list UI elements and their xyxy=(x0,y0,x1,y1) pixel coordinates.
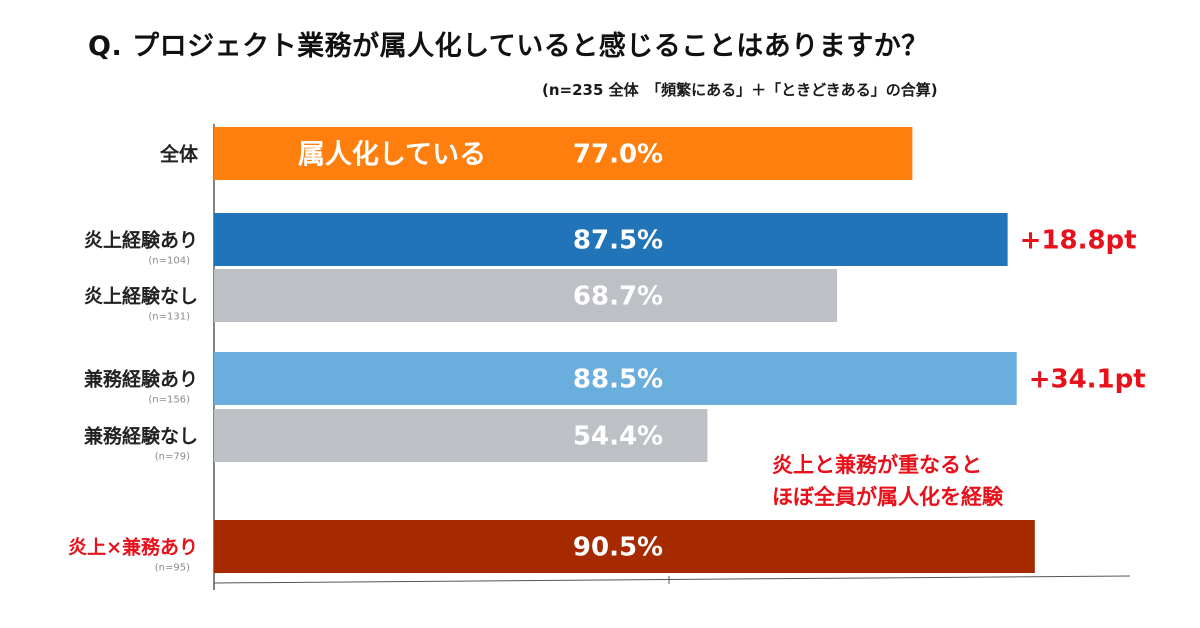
bar xyxy=(214,409,708,462)
category-label: 全体 xyxy=(159,143,199,166)
annotation-text: 炎上と兼務が重なると xyxy=(772,453,982,477)
sample-size-label: (n=95) xyxy=(155,563,190,574)
category-label: 炎上経験あり xyxy=(84,229,198,252)
sample-size-label: (n=156) xyxy=(148,395,190,406)
chart-title: Q. プロジェクト業務が属人化していると感じることはありますか？ xyxy=(88,31,929,62)
value-label: 68.7% xyxy=(573,282,663,312)
chart-subtitle: (n=235 全体 「頻繁にある」＋「ときどきある」の合算) xyxy=(542,81,938,99)
category-label: 炎上経験なし xyxy=(84,285,198,308)
annotation-text: ほぼ全員が属人化を経験 xyxy=(772,485,1004,509)
category-label: 炎上×兼務あり xyxy=(68,536,198,559)
bar xyxy=(214,213,1008,266)
bar xyxy=(214,127,913,180)
x-axis-line xyxy=(213,575,1131,584)
bar xyxy=(214,520,1035,573)
value-label: 90.5% xyxy=(573,533,663,563)
category-label: 兼務経験なし xyxy=(84,425,198,448)
value-label: 87.5% xyxy=(573,226,663,256)
bar xyxy=(214,352,1017,405)
sample-size-label: (n=104) xyxy=(148,256,190,267)
category-label: 兼務経験あり xyxy=(84,368,198,391)
bar xyxy=(214,269,838,322)
value-label: 77.0% xyxy=(573,140,663,170)
value-label: 88.5% xyxy=(573,365,663,395)
sample-size-label: (n=79) xyxy=(155,452,190,463)
in-bar-label: 属人化している xyxy=(298,140,486,171)
value-label: 54.4% xyxy=(573,422,663,452)
difference-label: +18.8pt xyxy=(1020,226,1137,256)
sample-size-label: (n=131) xyxy=(148,312,190,323)
difference-label: +34.1pt xyxy=(1029,365,1146,395)
